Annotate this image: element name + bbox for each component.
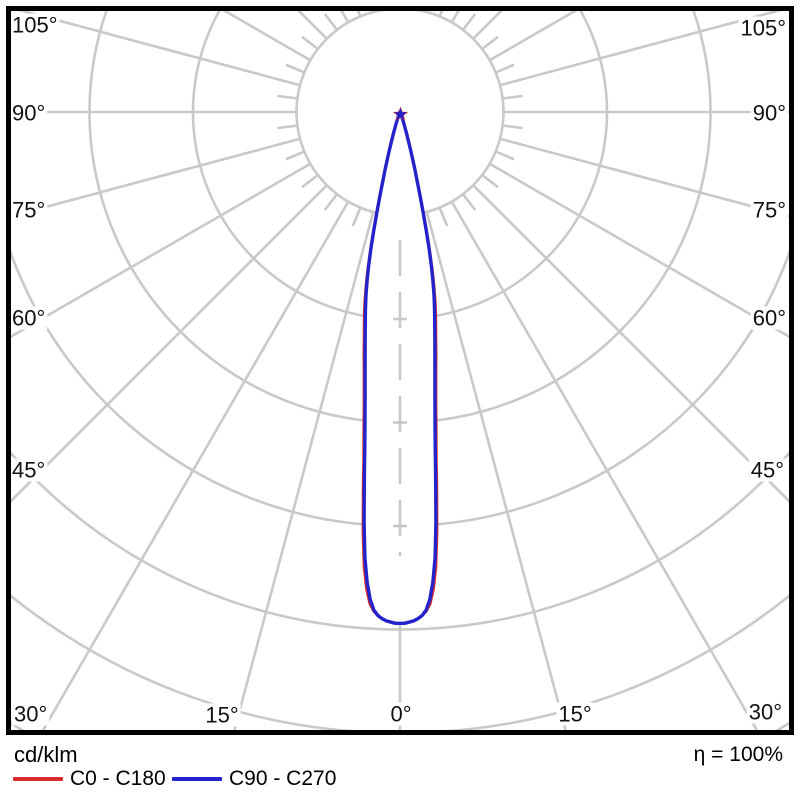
label-background: [750, 306, 788, 330]
gamma-angle-label: 45°: [12, 458, 45, 483]
light-output-ratio-label: η = 100%: [693, 743, 783, 766]
label-background: [738, 16, 788, 40]
grid-radial-line: [499, 137, 789, 218]
gamma-angle-label: 75°: [753, 198, 786, 223]
label-background: [203, 703, 241, 727]
diagram-border: [6, 6, 794, 735]
label-background: [10, 306, 48, 330]
label-background: [10, 101, 48, 125]
gamma-angle-label: 15°: [205, 703, 238, 728]
grid-minor-tick: [351, 207, 362, 227]
grid-minor-tick: [502, 124, 523, 130]
grid-minor-tick: [481, 35, 499, 51]
gamma-angle-label: 0°: [390, 702, 411, 727]
legend-label-c90-c270: C90 - C270: [229, 767, 337, 790]
gamma-angle-label: 30°: [749, 700, 782, 725]
grid-minor-tick: [502, 94, 523, 100]
grid-radial-line: [472, 184, 789, 503]
gamma-angle-label: 15°: [558, 702, 591, 727]
grid-minor-tick: [495, 150, 515, 161]
label-background: [556, 702, 594, 726]
grid-radial-line: [499, 11, 782, 87]
grid-minor-tick: [356, 11, 362, 17]
grid-radial-line: [488, 162, 789, 339]
grid-radial-line: [41, 200, 350, 731]
gamma-angle-label: 90°: [753, 101, 786, 126]
gamma-angle-label: 105°: [740, 16, 786, 41]
label-background: [746, 700, 784, 724]
grid-minor-tick: [438, 11, 444, 17]
gamma-angle-label: 75°: [12, 198, 45, 223]
grid-minor-tick: [461, 13, 477, 31]
grid-minor-tick: [301, 35, 319, 51]
gamma-angle-label: 90°: [12, 101, 45, 126]
grid-minor-tick: [301, 173, 319, 189]
grid-minor-tick: [461, 193, 477, 211]
grid-radial-line: [11, 137, 301, 218]
label-background: [10, 198, 48, 222]
gamma-angle-label: 105°: [12, 13, 58, 38]
grid-radial-line: [11, 162, 312, 339]
legend-swatch-c90-line-icon: [172, 777, 222, 781]
grid-minor-tick: [481, 173, 499, 189]
grid-minor-tick: [495, 63, 515, 74]
label-background: [748, 458, 786, 482]
grid-minor-tick: [285, 150, 305, 161]
unit-label: cd/klm: [14, 742, 78, 767]
grid-minor-tick: [323, 13, 339, 31]
grid-radial-line: [18, 11, 301, 87]
legend-swatch-c0-line-icon: [13, 777, 63, 781]
label-background: [12, 702, 50, 726]
legend-label-c0-c180: C0 - C180: [70, 767, 166, 790]
gamma-angle-label: 60°: [753, 306, 786, 331]
grid-radial-line: [450, 200, 759, 731]
grid-minor-tick: [285, 63, 305, 74]
gamma-angle-labels: 105° 90° 75° 60° 45° 30° 105° 90° 75° 60° 45° 30° 15…: [10, 13, 788, 728]
label-background: [388, 702, 414, 726]
polar-light-distribution-diagram: 105° 90° 75° 60° 45° 30° 105° 90° 75° 60° 45° 30° 15…: [6, 6, 794, 735]
label-background: [750, 101, 788, 125]
gamma-angle-label: 60°: [12, 306, 45, 331]
gamma-axis-overlay: [393, 240, 407, 556]
grid-minor-tick: [438, 207, 449, 227]
beam-peak-marker-c90-star-icon: [394, 107, 407, 120]
grid-radial-line: [232, 211, 375, 731]
gamma-angle-label: 30°: [14, 702, 47, 727]
grid-minor-tick: [323, 193, 339, 211]
label-background: [750, 198, 788, 222]
label-background: [10, 458, 48, 482]
grid-minor-tick: [277, 94, 298, 100]
grid-radial-line: [425, 211, 568, 731]
grid-radial-line: [11, 184, 328, 503]
grid-minor-tick: [277, 124, 298, 130]
label-background: [10, 13, 60, 37]
gamma-angle-label: 45°: [751, 458, 784, 483]
